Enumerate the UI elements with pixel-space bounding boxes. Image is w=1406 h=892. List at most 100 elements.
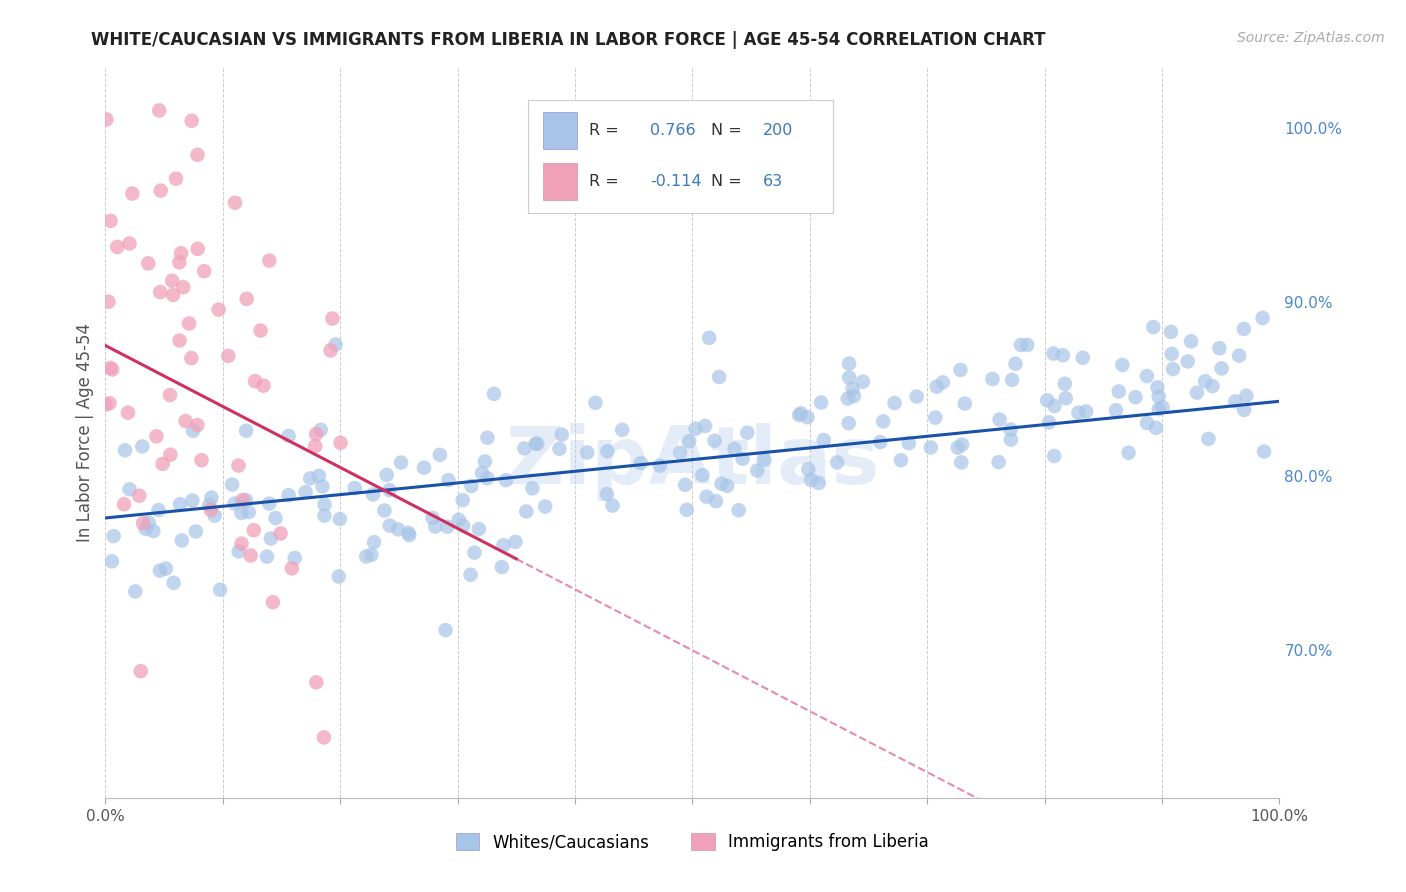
Point (235, 493, 257, 508)
Point (190, 453, 212, 467)
Point (1180, 334, 1202, 349)
Point (375, 467, 398, 482)
Point (101, 554, 124, 568)
Point (100, 214, 122, 228)
Point (477, 431, 499, 445)
Point (305, 675, 328, 690)
Point (890, 453, 912, 467)
Point (492, 538, 515, 552)
Point (121, 186, 143, 201)
Point (425, 519, 447, 533)
Point (1043, 449, 1066, 463)
Point (186, 148, 208, 162)
Point (692, 468, 714, 483)
Point (924, 410, 946, 425)
Point (1038, 416, 1060, 430)
Point (142, 524, 165, 538)
Point (1194, 374, 1216, 388)
Point (389, 456, 412, 470)
Point (294, 485, 316, 500)
Point (170, 533, 193, 548)
Point (436, 519, 458, 533)
Point (180, 113, 202, 128)
Point (284, 551, 307, 566)
Text: ZipAtlas: ZipAtlas (505, 423, 880, 501)
Point (149, 184, 172, 198)
Point (797, 462, 820, 476)
Point (422, 511, 444, 525)
Point (1105, 403, 1128, 417)
Point (181, 424, 204, 438)
Point (232, 493, 254, 508)
Point (737, 425, 759, 440)
Point (1125, 390, 1147, 404)
Point (596, 444, 619, 458)
Point (354, 549, 377, 564)
Point (1251, 310, 1274, 325)
Point (231, 536, 253, 550)
Point (987, 455, 1010, 469)
Point (187, 242, 209, 256)
Point (1177, 354, 1199, 368)
Point (361, 487, 384, 501)
Point (200, 491, 222, 505)
Point (932, 376, 955, 390)
Point (482, 387, 505, 401)
Point (495, 473, 517, 487)
Point (1071, 351, 1094, 365)
Point (471, 466, 494, 480)
Point (169, 497, 191, 511)
Point (235, 424, 257, 438)
Point (1146, 380, 1168, 394)
Point (1111, 358, 1133, 372)
Point (678, 434, 700, 449)
Point (727, 503, 749, 517)
Point (949, 363, 972, 377)
Point (94, 398, 117, 412)
Point (131, 440, 153, 454)
Point (343, 481, 366, 495)
Point (1225, 394, 1247, 409)
Point (1010, 338, 1032, 352)
Point (160, 274, 183, 288)
Point (460, 479, 482, 493)
Point (787, 408, 810, 422)
Point (697, 331, 720, 345)
Point (209, 582, 232, 597)
Point (118, 236, 141, 251)
Point (169, 255, 191, 269)
Point (841, 382, 863, 396)
Point (596, 487, 619, 501)
Point (1136, 369, 1159, 384)
Point (602, 499, 624, 513)
Point (242, 523, 264, 537)
Point (97, 294, 120, 309)
Point (277, 429, 299, 443)
Point (360, 548, 382, 562)
Point (159, 448, 181, 462)
Point (1197, 432, 1219, 446)
Point (1042, 346, 1064, 360)
Point (704, 494, 727, 508)
Point (135, 522, 157, 536)
Point (1233, 322, 1256, 336)
Point (1074, 404, 1097, 418)
Point (505, 534, 527, 549)
Point (807, 475, 830, 490)
Point (451, 493, 474, 508)
Point (1208, 341, 1230, 355)
Point (747, 463, 769, 477)
Point (897, 436, 920, 450)
Point (314, 498, 336, 512)
Point (1160, 347, 1182, 361)
Point (852, 375, 875, 389)
Point (378, 518, 401, 533)
Point (950, 437, 973, 451)
Point (129, 664, 152, 678)
Point (474, 454, 496, 468)
Point (463, 546, 485, 560)
Point (838, 357, 860, 371)
Point (228, 458, 250, 473)
Legend: Whites/Caucasians, Immigrants from Liberia: Whites/Caucasians, Immigrants from Liber… (447, 825, 938, 860)
Point (1142, 320, 1164, 334)
